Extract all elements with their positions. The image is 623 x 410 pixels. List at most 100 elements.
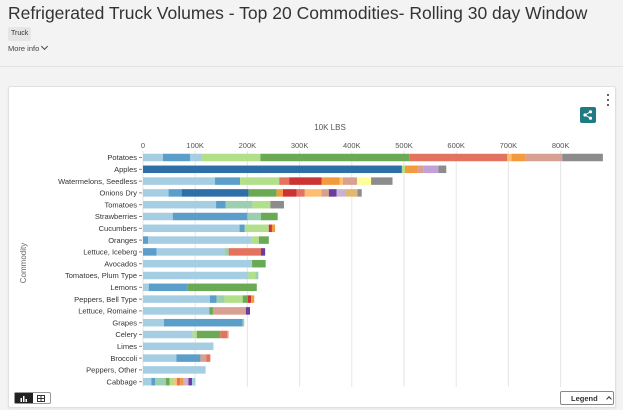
bar-segment[interactable]: [321, 189, 329, 197]
bar-segment[interactable]: [507, 153, 512, 162]
bar-segment[interactable]: [562, 153, 603, 162]
bar-segment[interactable]: [296, 189, 305, 197]
bar-segment[interactable]: [172, 212, 248, 221]
bar-segment[interactable]: [328, 189, 337, 197]
bar-segment[interactable]: [282, 189, 297, 197]
bar-segment[interactable]: [260, 212, 278, 221]
bar-segment[interactable]: [268, 224, 272, 233]
bar-segment[interactable]: [255, 271, 259, 280]
bar-segment[interactable]: [143, 318, 164, 327]
bar-segment[interactable]: [143, 248, 157, 256]
bar-segment[interactable]: [260, 153, 410, 162]
bar-segment[interactable]: [244, 224, 269, 233]
bar-segment[interactable]: [176, 354, 201, 362]
bar-segment[interactable]: [143, 259, 253, 268]
bar-segment[interactable]: [271, 224, 276, 233]
bar-segment[interactable]: [143, 153, 163, 162]
bar-segment[interactable]: [143, 236, 149, 244]
bar-segment[interactable]: [143, 366, 206, 374]
bar-segment[interactable]: [143, 377, 152, 386]
more-info-toggle[interactable]: More info: [8, 42, 49, 53]
bar-segment[interactable]: [148, 283, 188, 292]
bar-segment[interactable]: [216, 295, 225, 303]
bar-segment[interactable]: [143, 330, 193, 339]
bar-segment[interactable]: [212, 307, 246, 315]
bar-segment[interactable]: [165, 377, 170, 386]
bar-segment[interactable]: [239, 224, 245, 233]
bar-segment[interactable]: [342, 177, 358, 185]
bar-segment[interactable]: [169, 377, 175, 386]
more-options-icon[interactable]: [605, 94, 611, 106]
bar-segment[interactable]: [148, 236, 252, 244]
bar-segment[interactable]: [143, 354, 177, 362]
bar-segment[interactable]: [209, 307, 213, 315]
bar-segment[interactable]: [180, 377, 184, 386]
bar-segment[interactable]: [196, 330, 221, 339]
bar-segment[interactable]: [162, 153, 190, 162]
bar-segment[interactable]: [143, 212, 173, 221]
bar-segment[interactable]: [357, 177, 372, 185]
bar-segment[interactable]: [242, 318, 245, 327]
bar-segment[interactable]: [511, 153, 526, 162]
bar-segment[interactable]: [371, 177, 393, 185]
bar-segment[interactable]: [279, 177, 290, 185]
bar-segment[interactable]: [251, 295, 255, 303]
bar-segment[interactable]: [188, 377, 193, 386]
bar-segment[interactable]: [525, 153, 563, 162]
bar-segment[interactable]: [189, 153, 202, 162]
table-view-button[interactable]: [33, 393, 51, 403]
bar-segment[interactable]: [143, 165, 402, 174]
bar-segment[interactable]: [247, 295, 252, 303]
bar-segment[interactable]: [227, 330, 229, 339]
bar-segment[interactable]: [409, 153, 508, 162]
bar-segment[interactable]: [339, 177, 343, 185]
bar-segment[interactable]: [260, 248, 266, 256]
bar-segment[interactable]: [215, 177, 241, 185]
bar-segment[interactable]: [252, 200, 271, 209]
bar-segment[interactable]: [289, 177, 322, 185]
bar-segment[interactable]: [143, 307, 210, 315]
bar-segment[interactable]: [248, 189, 277, 197]
legend-button[interactable]: Legend: [560, 391, 614, 405]
bar-segment[interactable]: [200, 354, 207, 362]
bar-segment[interactable]: [224, 295, 243, 303]
bar-segment[interactable]: [168, 189, 182, 197]
bar-segment[interactable]: [155, 377, 166, 386]
bar-segment[interactable]: [143, 200, 217, 209]
bar-segment[interactable]: [224, 248, 229, 256]
bar-segment[interactable]: [216, 200, 226, 209]
bar-segment[interactable]: [163, 318, 243, 327]
bar-segment[interactable]: [156, 248, 225, 256]
bar-segment[interactable]: [248, 271, 256, 280]
bar-segment[interactable]: [401, 165, 406, 174]
truck-tag[interactable]: Truck: [8, 27, 32, 41]
bar-segment[interactable]: [270, 200, 284, 209]
bar-segment[interactable]: [225, 200, 253, 209]
bar-segment[interactable]: [176, 377, 181, 386]
bar-segment[interactable]: [192, 377, 196, 386]
bar-segment[interactable]: [242, 295, 248, 303]
bar-segment[interactable]: [174, 377, 177, 386]
bar-segment[interactable]: [276, 189, 283, 197]
bar-segment[interactable]: [183, 377, 189, 386]
bar-segment[interactable]: [345, 189, 358, 197]
bar-segment[interactable]: [258, 236, 269, 244]
bar-segment[interactable]: [181, 189, 249, 197]
bar-segment[interactable]: [143, 295, 210, 303]
share-button[interactable]: [580, 107, 596, 123]
bar-segment[interactable]: [206, 354, 211, 362]
bar-segment[interactable]: [143, 224, 240, 233]
bar-segment[interactable]: [143, 271, 249, 280]
bar-segment[interactable]: [143, 189, 169, 197]
bar-segment[interactable]: [357, 189, 362, 197]
bar-segment[interactable]: [405, 165, 418, 174]
bar-segment[interactable]: [201, 153, 261, 162]
bar-segment[interactable]: [228, 248, 261, 256]
bar-segment[interactable]: [321, 177, 340, 185]
bar-segment[interactable]: [187, 283, 257, 292]
bar-segment[interactable]: [336, 189, 346, 197]
bar-segment[interactable]: [209, 295, 217, 303]
bar-segment[interactable]: [251, 236, 259, 244]
bar-segment[interactable]: [143, 283, 149, 292]
bar-segment[interactable]: [304, 189, 322, 197]
